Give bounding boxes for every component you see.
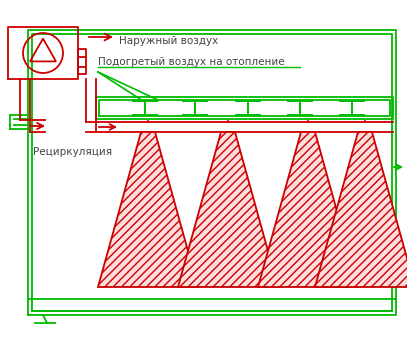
- Text: Наружный воздух: Наружный воздух: [119, 36, 218, 46]
- Text: Рециркуляция: Рециркуляция: [33, 147, 112, 157]
- Polygon shape: [178, 132, 278, 287]
- Polygon shape: [258, 132, 358, 287]
- Text: Подогретый воздух на отопление: Подогретый воздух на отопление: [98, 57, 284, 67]
- Polygon shape: [98, 132, 198, 287]
- Polygon shape: [315, 132, 407, 287]
